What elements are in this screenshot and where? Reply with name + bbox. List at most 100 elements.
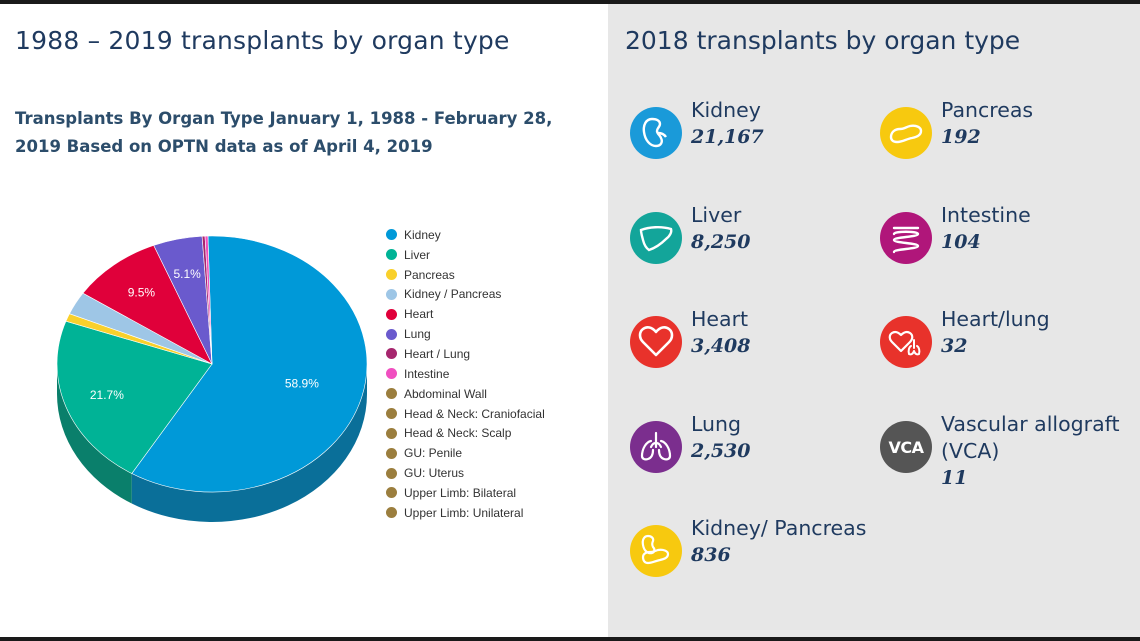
stat-text: Heart/lung 32 [941, 306, 1121, 359]
stat-count: 11 [941, 467, 968, 489]
bottom-border [0, 637, 1140, 641]
heart-lung-icon [880, 316, 932, 368]
stat-organ-name: Vascular allograft (VCA) [941, 412, 1120, 463]
legend-item-abdominal-wall[interactable]: Abdominal Wall [386, 384, 601, 404]
stat-count: 3,408 [691, 335, 751, 357]
pie-side-kidney [131, 364, 367, 522]
stat-count: 21,167 [691, 126, 764, 148]
legend-label: Head & Neck: Craniofacial [404, 406, 545, 421]
stat-text: Kidney 21,167 [691, 97, 871, 150]
legend-swatch [386, 348, 397, 360]
legend-label: Heart / Lung [404, 346, 471, 361]
legend-label: Upper Limb: Unilateral [404, 505, 524, 520]
legend-swatch [386, 408, 397, 420]
heart-icon [630, 316, 682, 368]
legend-item-upper-limb-bilateral[interactable]: Upper Limb: Bilateral [386, 483, 601, 503]
stat-text: Heart 3,408 [691, 306, 871, 359]
legend-item-kidney-pancreas[interactable]: Kidney / Pancreas [386, 285, 601, 305]
legend-label: Heart [404, 307, 434, 322]
legend-swatch [386, 288, 397, 300]
legend-label: Intestine [404, 366, 450, 381]
stat-count: 32 [941, 335, 968, 357]
legend-item-head-neck-scalp[interactable]: Head & Neck: Scalp [386, 423, 601, 443]
historical-panel: 1988 – 2019 transplants by organ type Tr… [0, 4, 608, 637]
stat-organ-name: Kidney [691, 98, 761, 122]
stat-organ-name: Kidney/ Pancreas [691, 516, 867, 540]
legend-item-lung[interactable]: Lung [386, 324, 601, 344]
stat-count: 104 [941, 231, 981, 253]
stats-2018-panel: 2018 transplants by organ type Kidney 21,… [608, 4, 1140, 637]
legend-item-heart[interactable]: Heart [386, 304, 601, 324]
liver-icon [630, 212, 682, 264]
stat-text: Pancreas 192 [941, 97, 1121, 150]
pie-data-label-heart: 9.5% [128, 286, 156, 300]
legend-item-kidney[interactable]: Kidney [386, 225, 601, 245]
pie-data-label-lung: 5.1% [173, 267, 201, 281]
legend-swatch [386, 308, 397, 320]
legend-swatch [386, 507, 397, 519]
legend-swatch [386, 467, 397, 479]
pie-slice-intestine[interactable] [204, 235, 213, 365]
legend-swatch [386, 249, 397, 261]
legend-label: GU: Uterus [404, 466, 465, 481]
stat-organ-name: Lung [691, 412, 742, 436]
stat-count: 192 [941, 126, 981, 148]
legend-label: Kidney [404, 227, 441, 242]
pie-data-label-kidney: 58.9% [285, 377, 319, 391]
legend-label: Upper Limb: Bilateral [404, 485, 517, 500]
pie-slice-liver[interactable] [56, 320, 213, 474]
stat-organ-name: Heart/lung [941, 307, 1050, 331]
vca-icon: VCA [880, 421, 932, 473]
top-border [0, 0, 1140, 4]
pie-side-walls [57, 364, 367, 522]
legend-item-pancreas[interactable]: Pancreas [386, 265, 601, 285]
pancreas-icon [880, 107, 932, 159]
pie-slice-kidney[interactable] [131, 235, 368, 493]
legend-swatch [386, 487, 397, 499]
lung-icon [630, 421, 682, 473]
legend-label: Pancreas [404, 267, 455, 282]
chart-legend: Kidney Liver Pancreas Kidney / Pancreas Hear… [386, 225, 601, 523]
legend-swatch [386, 388, 397, 400]
legend-swatch [386, 368, 397, 380]
pie-data-label-liver: 21.7% [90, 388, 124, 402]
legend-item-liver[interactable]: Liver [386, 245, 601, 265]
historical-panel-title: 1988 – 2019 transplants by organ type [15, 26, 510, 55]
stats-2018-title: 2018 transplants by organ type [625, 26, 1021, 55]
legend-swatch [386, 328, 397, 340]
legend-label: GU: Penile [404, 446, 463, 461]
legend-item-upper-limb-unilateral[interactable]: Upper Limb: Unilateral [386, 503, 601, 523]
stat-organ-name: Liver [691, 203, 742, 227]
stat-organ-name: Heart [691, 307, 749, 331]
pie-slice-heart[interactable] [82, 245, 213, 365]
stat-organ-name: Intestine [941, 203, 1031, 227]
stat-text: Lung 2,530 [691, 411, 871, 464]
stat-text: Intestine 104 [941, 202, 1121, 255]
legend-label: Lung [404, 327, 431, 342]
legend-item-gu-uterus[interactable]: GU: Uterus [386, 463, 601, 483]
kidney-icon [630, 107, 682, 159]
stat-text: Vascular allograft (VCA) 11 [941, 411, 1121, 491]
legend-label: Kidney / Pancreas [404, 287, 502, 302]
legend-swatch [386, 269, 397, 281]
legend-swatch [386, 427, 397, 439]
pie-chart: 58.9% 21.7% 9.5% 5.1% [56, 235, 368, 522]
legend-item-gu-penile[interactable]: GU: Penile [386, 443, 601, 463]
legend-swatch [386, 229, 397, 241]
chart-title: Transplants By Organ Type January 1, 198… [15, 109, 553, 156]
stat-count: 8,250 [691, 231, 751, 253]
pie-slices [56, 235, 368, 493]
stat-text: Kidney/ Pancreas 836 [691, 515, 871, 568]
legend-item-intestine[interactable]: Intestine [386, 364, 601, 384]
legend-label: Head & Neck: Scalp [404, 426, 512, 441]
intestine-icon [880, 212, 932, 264]
legend-item-heart-lung[interactable]: Heart / Lung [386, 344, 601, 364]
legend-item-head-neck-craniofacial[interactable]: Head & Neck: Craniofacial [386, 404, 601, 424]
legend-swatch [386, 447, 397, 459]
legend-label: Liver [404, 247, 431, 262]
stat-count: 836 [691, 544, 731, 566]
stat-text: Liver 8,250 [691, 202, 871, 255]
stat-count: 2,530 [691, 440, 751, 462]
pie-side-liver [57, 364, 132, 504]
kidney-pancreas-icon [630, 525, 682, 577]
